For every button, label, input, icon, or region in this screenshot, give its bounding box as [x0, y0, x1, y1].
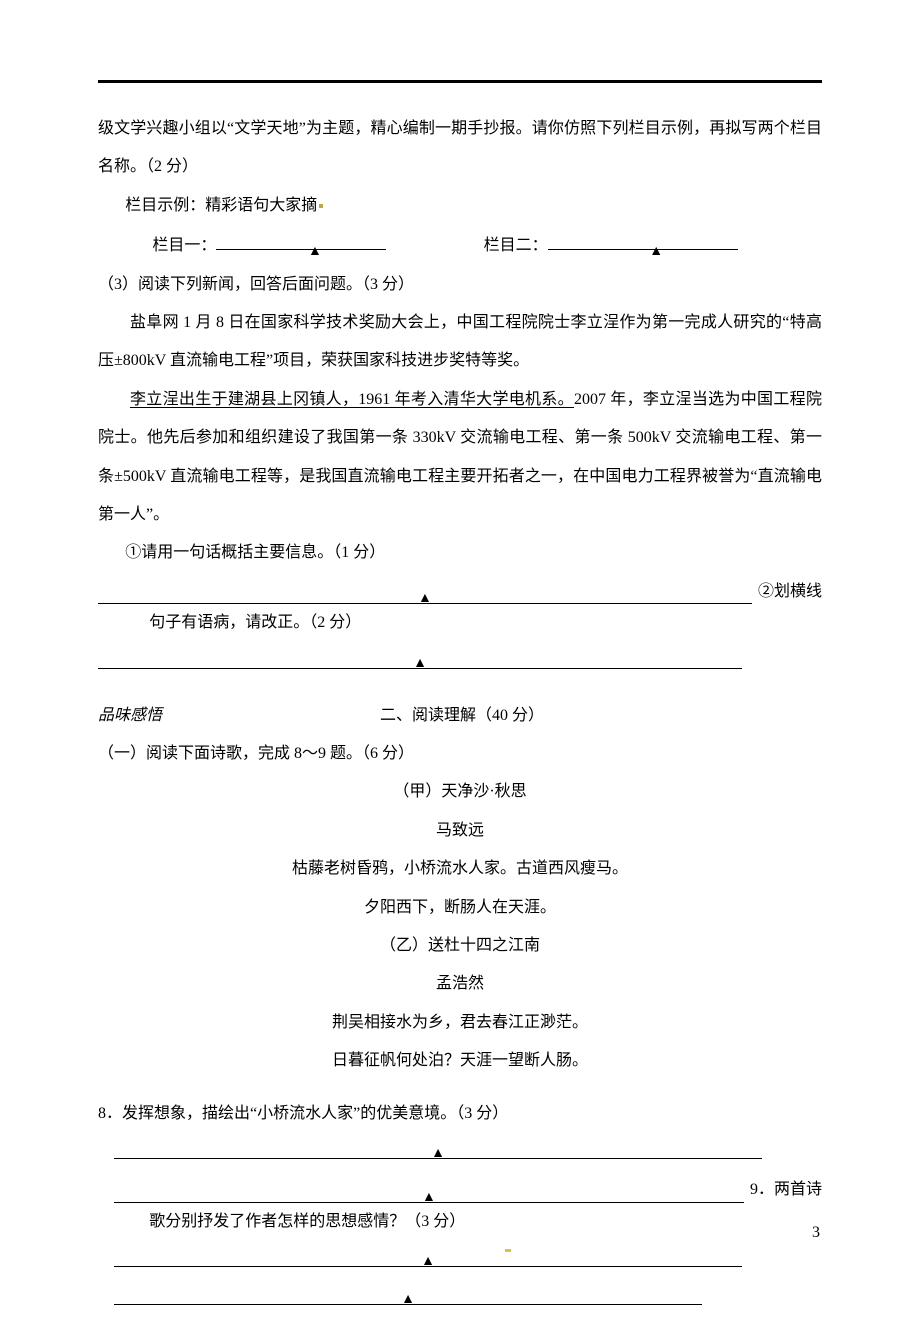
poem-a-title: （甲）天净沙·秋思 — [98, 773, 822, 811]
columns-example: 栏目示例：精彩语句大家摘 — [98, 187, 822, 225]
q9-blank-row-1: ▲ — [98, 1247, 822, 1267]
q8-blank-row-2: ▲ 9．两首诗 — [98, 1177, 822, 1203]
poem-b-line2: 日暮征帆何处泊？天涯一望断人肠。 — [98, 1042, 822, 1080]
subquestion-2-line2: 句子有语病，请改正。（2 分） — [98, 604, 822, 642]
triangle-icon: ▲ — [622, 235, 663, 269]
triangle-icon: ▲ — [401, 1283, 415, 1317]
column2-label: 栏目二： — [456, 227, 547, 265]
triangle-icon: ▲ — [413, 647, 427, 681]
section-left-label: 品味感悟 — [98, 697, 162, 735]
triangle-icon: ▲ — [281, 235, 322, 269]
poem-a-line1: 枯藤老树昏鸦，小桥流水人家。古道西风瘦马。 — [98, 850, 822, 888]
subquestion-2-trail: ②划横线 — [758, 579, 822, 605]
column2-blank[interactable]: ▲ — [548, 249, 738, 250]
page-number: 3 — [812, 1224, 820, 1242]
section-2-header-row: 品味感悟 二、阅读理解（40 分） — [98, 697, 822, 735]
reading-1-intro: （一）阅读下面诗歌，完成 8～9 题。（6 分） — [98, 735, 822, 773]
section-2-title: 二、阅读理解（40 分） — [162, 697, 762, 735]
decoration-dot — [319, 204, 323, 208]
question-8: 8．发挥想象，描绘出“小桥流水人家”的优美意境。（3 分） — [98, 1095, 822, 1133]
q3-intro: （3）阅读下列新闻，回答后面问题。（3 分） — [98, 266, 822, 304]
poem-b-title: （乙）送杜十四之江南 — [98, 927, 822, 965]
question-9-line2: 歌分别抒发了作者怎样的思想感情？（3 分） — [98, 1203, 822, 1241]
q9-blank-1[interactable]: ▲ — [114, 1247, 742, 1267]
poem-a-line2: 夕阳西下，断肠人在天涯。 — [98, 889, 822, 927]
question-9-trail: 9．两首诗 — [750, 1177, 822, 1203]
answer-blank-2[interactable]: ▲ — [98, 649, 742, 669]
answer-blank-1[interactable]: ▲ — [98, 584, 752, 604]
triangle-icon: ▲ — [422, 1181, 436, 1215]
paragraph-intro: 级文学兴趣小组以“文学天地”为主题，精心编制一期手抄报。请你仿照下列栏目示例，再… — [98, 110, 822, 187]
columns-blank-row: 栏目一： ▲ 栏目二： ▲ — [98, 227, 822, 265]
poem-a-author: 马致远 — [98, 812, 822, 850]
decoration-bar — [505, 1249, 511, 1252]
news-underlined-sentence: 李立浧出生于建湖县上冈镇人，1961 年考入清华大学电机系。 — [130, 391, 574, 408]
news-paragraph-1: 盐阜网 1 月 8 日在国家科学技术奖励大会上，中国工程院院士李立浧作为第一完成… — [98, 304, 822, 381]
triangle-icon: ▲ — [431, 1137, 445, 1171]
answer-blank-row-2: ▲ — [98, 649, 822, 669]
column1-label: 栏目一： — [125, 227, 216, 265]
top-horizontal-rule — [98, 80, 822, 83]
news-rest: 2007 年，李立浧当选为中国工程院院士。他先后参加和组织建设了我国第一条 33… — [98, 391, 822, 523]
document-body: 级文学兴趣小组以“文学天地”为主题，精心编制一期手抄报。请你仿照下列栏目示例，再… — [98, 110, 822, 1305]
q8-blank-1[interactable]: ▲ — [114, 1139, 762, 1159]
column1-blank[interactable]: ▲ — [216, 249, 386, 250]
answer-blank-row-1: ▲ ②划横线 — [98, 579, 822, 605]
triangle-icon: ▲ — [418, 582, 432, 616]
poem-b-author: 孟浩然 — [98, 965, 822, 1003]
columns-example-text: 栏目示例：精彩语句大家摘 — [125, 197, 317, 214]
q8-blank-row-1: ▲ — [98, 1139, 822, 1159]
poem-b-line1: 荆吴相接水为乡，君去春江正渺茫。 — [98, 1004, 822, 1042]
triangle-icon: ▲ — [421, 1245, 435, 1279]
q8-blank-2[interactable]: ▲ — [114, 1183, 744, 1203]
news-paragraph-2: 李立浧出生于建湖县上冈镇人，1961 年考入清华大学电机系。2007 年，李立浧… — [98, 381, 822, 535]
subquestion-1: ①请用一句话概括主要信息。（1 分） — [98, 534, 822, 572]
